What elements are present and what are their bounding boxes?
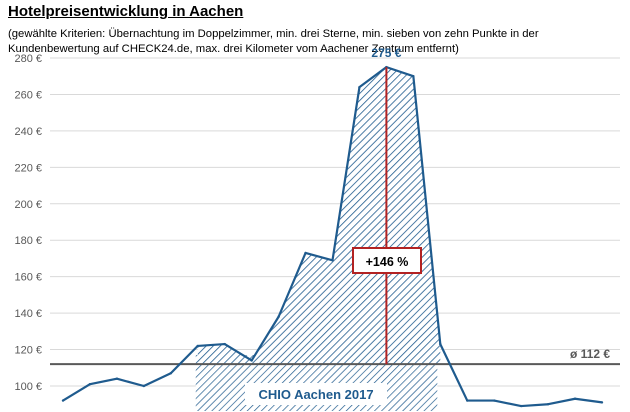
change-label-box — [352, 247, 422, 274]
data-point — [358, 85, 361, 89]
data-point — [169, 372, 172, 375]
y-tick-label: 100 € — [14, 381, 42, 393]
y-tick-label: 140 € — [14, 308, 42, 320]
average-label: ø 112 € — [570, 347, 610, 361]
data-point — [546, 403, 550, 406]
data-point — [439, 342, 442, 346]
price-area-fill — [197, 67, 441, 365]
data-point — [88, 382, 92, 386]
data-point — [115, 377, 119, 380]
data-point — [250, 359, 253, 362]
data-point — [61, 399, 65, 402]
y-tick-label: 200 € — [14, 199, 42, 211]
highlight-label-bg — [245, 383, 387, 405]
data-point — [412, 75, 415, 78]
data-point — [493, 399, 496, 402]
y-tick-label: 160 € — [14, 272, 42, 284]
data-point — [277, 315, 280, 318]
peak-label: 275 € — [371, 46, 401, 60]
data-point — [600, 401, 604, 404]
y-tick-label: 180 € — [14, 235, 42, 247]
data-point — [196, 344, 199, 348]
data-point — [519, 404, 523, 408]
data-point — [331, 259, 334, 262]
y-tick-label: 240 € — [14, 126, 42, 138]
data-point — [223, 342, 226, 346]
chart-subtitle: (gewählte Kriterien: Übernachtung im Dop… — [8, 28, 539, 55]
data-point — [573, 397, 577, 400]
y-tick-label: 280 € — [14, 53, 42, 65]
y-tick-label: 220 € — [14, 162, 42, 174]
y-tick-label: 120 € — [14, 345, 42, 357]
highlight-label: CHIO Aachen 2017 — [258, 387, 373, 402]
data-point — [142, 384, 146, 388]
data-point — [304, 251, 307, 255]
data-point — [466, 399, 469, 402]
change-label: +146 % — [366, 255, 409, 269]
y-tick-label: 260 € — [14, 89, 42, 101]
chart-title: Hotelpreisentwicklung in Aachen — [8, 3, 244, 20]
